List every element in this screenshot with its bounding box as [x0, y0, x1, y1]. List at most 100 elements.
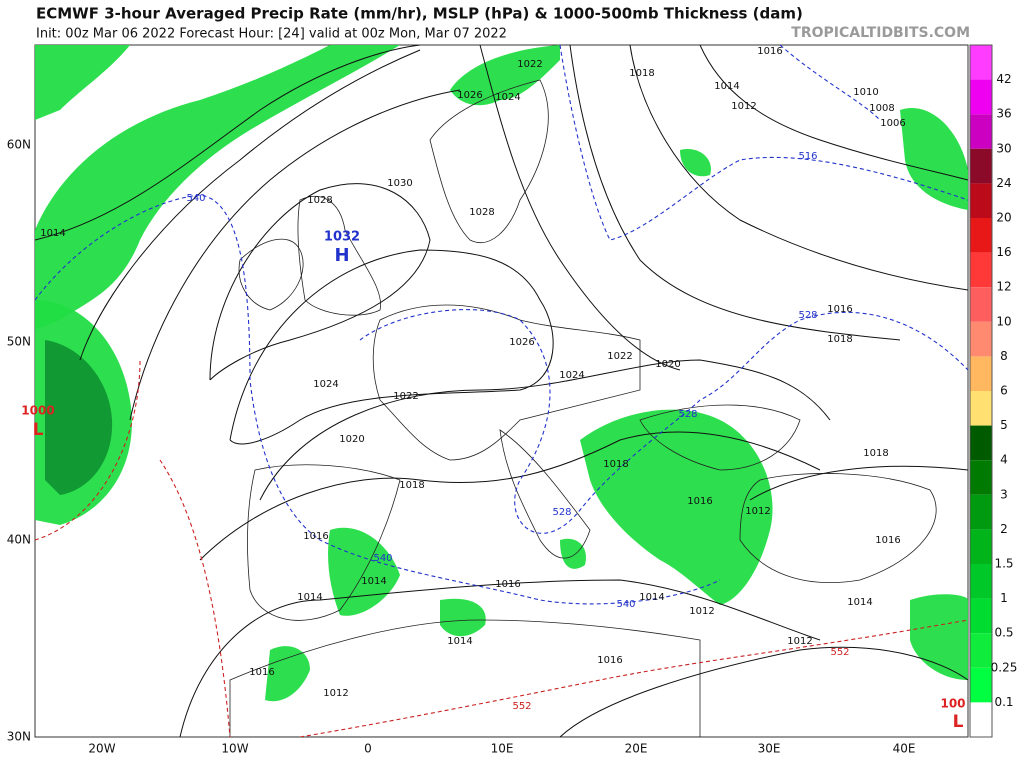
- contour-label: 1012: [787, 636, 812, 647]
- isobar: [35, 45, 421, 241]
- contour-label: 1018: [399, 480, 424, 491]
- precip-area: [910, 594, 968, 680]
- title: ECMWF 3-hour Averaged Precip Rate (mm/hr…: [36, 5, 803, 23]
- thickness-label: 528: [552, 507, 571, 518]
- coastline: [499, 429, 591, 559]
- contour-label: 1016: [303, 531, 328, 542]
- thickness-label: 552: [830, 647, 849, 658]
- precip-area: [900, 108, 968, 210]
- thickness-label: 528: [798, 310, 817, 321]
- contour-label: 1016: [757, 46, 782, 57]
- contour-label: 1016: [687, 496, 712, 507]
- contour-label: 1014: [40, 228, 65, 239]
- colorbar-segment: [970, 494, 992, 530]
- precip-area: [35, 45, 130, 120]
- isobar: [259, 359, 831, 501]
- isobar: [129, 89, 461, 421]
- longitude-label: 40E: [893, 742, 916, 756]
- colorbar-label: 0.5: [994, 626, 1013, 640]
- contour-label: 1014: [297, 592, 322, 603]
- contour-label: 1016: [875, 535, 900, 546]
- precip-area: [440, 598, 486, 637]
- isobar: [179, 579, 821, 737]
- high-pressure-value: 1032: [324, 230, 360, 245]
- colorbar-label: 2: [1000, 522, 1008, 536]
- coastline: [247, 464, 401, 621]
- colorbar-segment: [970, 633, 992, 668]
- colorbar-label: 10: [996, 314, 1011, 328]
- isobar: [479, 45, 681, 371]
- coastline: [639, 404, 801, 471]
- colorbar-label: 6: [1000, 384, 1008, 398]
- contour-label: 1024: [559, 370, 584, 381]
- colorbar-segment: [970, 287, 992, 322]
- coastline: [429, 79, 549, 243]
- colorbar-segment: [970, 114, 992, 149]
- colorbar-label: 1: [1000, 591, 1008, 605]
- thickness-label: 540: [616, 599, 635, 610]
- precip-area: [560, 538, 586, 569]
- contour-label: 1012: [689, 606, 714, 617]
- colorbar-frame: [969, 44, 993, 738]
- contour-label: 1012: [745, 506, 770, 517]
- thickness-line: [35, 359, 141, 541]
- contour-label: 1020: [339, 434, 364, 445]
- isobar: [229, 249, 554, 445]
- contour-label: 1008: [869, 103, 894, 114]
- precip-area: [45, 340, 113, 495]
- contour-label: 1024: [495, 92, 520, 103]
- precip-area: [580, 409, 773, 605]
- contour-label: 1016: [249, 667, 274, 678]
- thickness-line: [299, 619, 968, 737]
- colorbar-segment: [970, 321, 992, 357]
- colorbar-label: 5: [1000, 418, 1008, 432]
- contour-label: 1014: [639, 592, 664, 603]
- colorbar-label: 1.5: [994, 557, 1013, 571]
- isobar: [199, 431, 821, 561]
- longitude-label: 30E: [758, 742, 781, 756]
- precip-area: [35, 45, 400, 330]
- colorbar-label: 12: [996, 280, 1011, 294]
- contour-label: 1022: [607, 351, 632, 362]
- colorbar-label: 42: [996, 72, 1011, 86]
- subtitle: Init: 00z Mar 06 2022 Forecast Hour: [24…: [36, 27, 507, 42]
- contour-label: 1028: [307, 195, 332, 206]
- low-pressure-marker: L: [953, 712, 964, 732]
- contour-label: 1022: [393, 391, 418, 402]
- colorbar: 42 36 30 24 20 16 12 10 8 6 5 4 3 2 1.5 1 0.5 0.25 0.1: [969, 44, 1018, 738]
- colorbar-segment: [970, 529, 992, 564]
- colorbar-segment: [970, 218, 992, 253]
- colorbar-label: 16: [996, 245, 1011, 259]
- colorbar-segment: [970, 598, 992, 634]
- coastline: [229, 619, 701, 737]
- contour-label: 1014: [714, 81, 739, 92]
- colorbar-label: 20: [996, 211, 1011, 225]
- contour-label: 1022: [517, 59, 542, 70]
- precip-area: [680, 149, 711, 177]
- low-pressure-value: 1000: [21, 404, 54, 418]
- isobar: [699, 45, 968, 181]
- thickness-line: [779, 45, 881, 121]
- colorbar-label: 0.25: [991, 660, 1018, 674]
- colorbar-segment: [970, 391, 992, 426]
- isobar: [209, 183, 431, 381]
- thickness-label: 516: [798, 151, 817, 162]
- thickness-label: 540: [186, 193, 205, 204]
- latitude-label: 40N: [7, 533, 31, 547]
- isobar: [629, 45, 968, 291]
- colorbar-label: 36: [996, 107, 1011, 121]
- colorbar-segment: [970, 252, 992, 288]
- contour-label: 1012: [323, 688, 348, 699]
- coastline: [739, 473, 937, 583]
- thickness-label: 528: [678, 409, 697, 420]
- colorbar-label: 8: [1000, 349, 1008, 363]
- contour-label: 1016: [827, 304, 852, 315]
- colorbar-segment: [970, 667, 992, 703]
- longitude-label: 20E: [625, 742, 648, 756]
- latitude-label: 30N: [7, 730, 31, 744]
- contour-label: 1014: [361, 576, 386, 587]
- isobar: [749, 465, 968, 501]
- coastline: [372, 304, 641, 461]
- contour-label: 1018: [629, 68, 654, 79]
